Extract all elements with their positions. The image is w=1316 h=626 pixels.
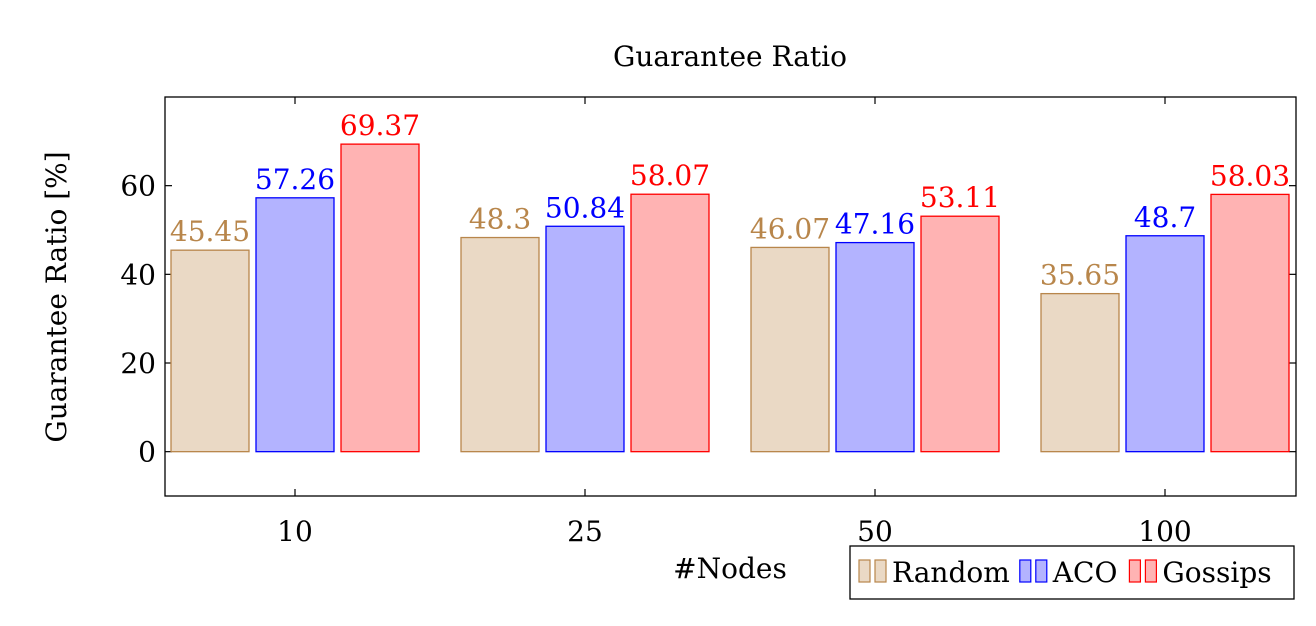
legend-swatch [1144, 559, 1158, 583]
data-label: 48.3 [469, 203, 531, 236]
chart-title: Guarantee Ratio [613, 40, 847, 73]
legend-swatch [1035, 559, 1048, 583]
data-label: 50.84 [545, 191, 625, 224]
bar-aco [1125, 235, 1205, 453]
x-tick-label: 100 [1138, 515, 1191, 548]
data-label: 35.65 [1040, 259, 1120, 292]
legend-frame [849, 545, 1295, 600]
bar-random [460, 236, 540, 453]
x-tick-label: 10 [277, 515, 313, 548]
y-tick-label: 0 [138, 436, 156, 469]
bar-aco [545, 225, 625, 453]
bar-gossips [340, 143, 420, 453]
legend-label: ACO [1052, 556, 1118, 589]
legend-swatch [858, 559, 871, 583]
legend-swatch [1128, 559, 1142, 583]
data-label: 53.11 [920, 181, 1000, 214]
data-label: 69.37 [340, 109, 420, 142]
data-label: 58.07 [630, 159, 710, 192]
y-tick-label: 40 [120, 258, 156, 291]
legend-label: Gossips [1162, 556, 1271, 589]
x-axis-label: #Nodes [673, 552, 787, 585]
bar-gossips [920, 215, 1000, 453]
y-tick-label: 20 [120, 347, 156, 380]
legend-label: Random [892, 556, 1010, 589]
bar-aco [255, 197, 335, 453]
legend-swatch [874, 559, 887, 583]
y-tick-label: 60 [120, 170, 156, 203]
bar-random [170, 249, 250, 453]
data-label: 57.26 [255, 163, 335, 196]
data-label: 46.07 [750, 212, 830, 245]
x-tick-label: 25 [567, 515, 603, 548]
bar-aco [835, 241, 915, 453]
bar-gossips [630, 193, 710, 453]
data-label: 45.45 [170, 215, 250, 248]
x-tick-label: 50 [857, 515, 893, 548]
bar-random [750, 246, 830, 453]
data-label: 58.03 [1210, 159, 1290, 192]
data-label: 48.7 [1134, 201, 1196, 234]
bar-gossips [1210, 193, 1290, 453]
data-label: 47.16 [835, 208, 915, 241]
plot-frame [164, 96, 1297, 497]
bar-random [1040, 292, 1120, 453]
legend-swatch [1019, 559, 1032, 583]
y-axis-label: Guarantee Ratio [%] [40, 151, 73, 442]
legend: Random ACO Gossips [849, 545, 1295, 600]
